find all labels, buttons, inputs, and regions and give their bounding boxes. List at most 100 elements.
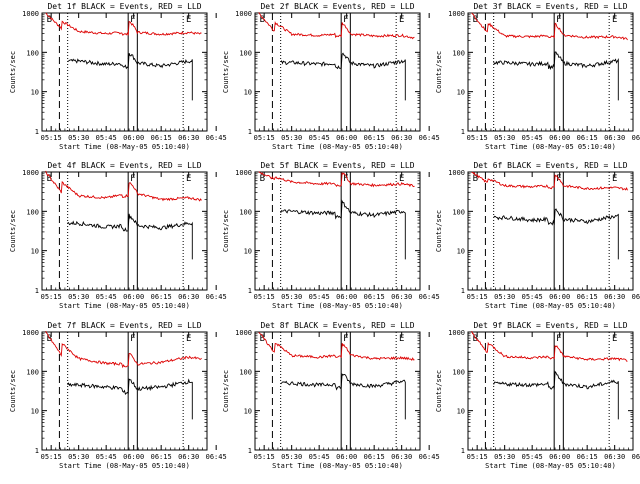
x-tick-label: 05:30 xyxy=(68,134,89,142)
lld-series-line xyxy=(258,171,415,188)
x-tick-label: 06:45 xyxy=(419,134,440,142)
y-tick-label: 1 xyxy=(35,128,39,136)
lld-series-line xyxy=(45,12,202,36)
y-axis-label: Counts/sec xyxy=(435,210,443,252)
x-tick-label: 05:30 xyxy=(494,453,515,461)
x-tick-label: 05:45 xyxy=(522,134,543,142)
x-tick-label: 06:00 xyxy=(123,134,144,142)
y-tick-label: 10 xyxy=(457,89,465,97)
x-tick-label: 05:30 xyxy=(494,293,515,301)
events-series-line xyxy=(67,53,193,101)
x-tick-label: 06:15 xyxy=(364,134,385,142)
events-series-line xyxy=(280,199,406,260)
y-axis-label: Counts/sec xyxy=(435,51,443,93)
x-tick-label: 06:45 xyxy=(206,293,227,301)
event-marker-f: F xyxy=(130,174,135,184)
events-series-line xyxy=(67,378,193,420)
y-tick-label: 1000 xyxy=(235,169,252,177)
x-tick-label: 05:15 xyxy=(254,453,275,461)
event-marker-e: E xyxy=(186,334,191,344)
x-tick-label: 06:30 xyxy=(178,134,199,142)
x-tick-label: 05:30 xyxy=(281,134,302,142)
y-tick-label: 10 xyxy=(457,248,465,256)
y-tick-label: 1 xyxy=(248,128,252,136)
y-axis-label: Counts/sec xyxy=(9,210,17,252)
y-tick-label: 100 xyxy=(452,368,465,376)
panel-title: Det 4f BLACK = Events, RED = LLD xyxy=(47,161,201,170)
x-tick-label: 05:15 xyxy=(254,293,275,301)
x-tick-label: 06:15 xyxy=(364,293,385,301)
panel-title: Det 9f BLACK = Events, RED = LLD xyxy=(473,321,627,330)
event-marker-e: E xyxy=(186,15,191,25)
y-tick-label: 10 xyxy=(244,248,252,256)
x-tick-label: 05:45 xyxy=(522,293,543,301)
y-axis-label: Counts/sec xyxy=(435,370,443,412)
x-tick-label: 05:15 xyxy=(41,134,62,142)
x-tick-label: 06:00 xyxy=(336,453,357,461)
x-tick-label: 05:30 xyxy=(68,453,89,461)
x-tick-label: 06:15 xyxy=(151,453,172,461)
y-tick-label: 1 xyxy=(35,447,39,455)
x-tick-label: 06:15 xyxy=(577,134,598,142)
x-tick-label: 05:30 xyxy=(281,453,302,461)
panel-det-3: Det 3f BLACK = Events, RED = LLD 1 10 100 10… xyxy=(435,2,640,151)
events-series-line xyxy=(493,208,619,260)
y-tick-label: 1000 xyxy=(448,329,465,337)
x-tick-label: 06:30 xyxy=(391,453,412,461)
x-tick-label: 06:45 xyxy=(206,134,227,142)
event-marker-b: B xyxy=(47,174,52,184)
x-tick-label: 06:45 xyxy=(632,293,640,301)
x-tick-label: 05:45 xyxy=(96,453,117,461)
x-tick-label: 06:30 xyxy=(391,293,412,301)
x-axis-label: Start Time (08-May-05 05:10:40) xyxy=(59,462,190,470)
x-tick-label: 06:00 xyxy=(123,453,144,461)
x-tick-label: 06:00 xyxy=(549,453,570,461)
x-axis-label: Start Time (08-May-05 05:10:40) xyxy=(272,302,403,310)
y-tick-label: 100 xyxy=(26,368,39,376)
event-marker-f: F xyxy=(556,15,561,25)
y-axis-label: Counts/sec xyxy=(222,210,230,252)
plot-frame xyxy=(467,171,634,291)
panel-title: Det 7f BLACK = Events, RED = LLD xyxy=(47,321,201,330)
panel-det-4: Det 4f BLACK = Events, RED = LLD 1 10 100 10… xyxy=(9,161,227,310)
y-tick-label: 1 xyxy=(461,128,465,136)
x-tick-label: 06:15 xyxy=(577,453,598,461)
x-tick-label: 06:15 xyxy=(151,293,172,301)
y-tick-label: 100 xyxy=(452,208,465,216)
y-tick-label: 1000 xyxy=(22,329,39,337)
panel-title: Det 8f BLACK = Events, RED = LLD xyxy=(260,321,414,330)
y-tick-label: 10 xyxy=(244,89,252,97)
plot-frame xyxy=(41,12,208,132)
plot-frame xyxy=(254,171,421,291)
y-axis-label: Counts/sec xyxy=(222,51,230,93)
x-tick-label: 06:45 xyxy=(632,453,640,461)
panel-det-8: Det 8f BLACK = Events, RED = LLD 1 10 100 10… xyxy=(222,321,440,470)
x-tick-label: 05:45 xyxy=(96,134,117,142)
y-tick-label: 100 xyxy=(26,208,39,216)
event-marker-f: F xyxy=(343,334,348,344)
panel-det-7: Det 7f BLACK = Events, RED = LLD 1 10 100 10… xyxy=(9,321,227,470)
x-tick-label: 05:15 xyxy=(467,293,488,301)
y-tick-label: 1000 xyxy=(448,10,465,18)
lld-series-line xyxy=(258,331,415,362)
panel-title: Det 5f BLACK = Events, RED = LLD xyxy=(260,161,414,170)
y-tick-label: 10 xyxy=(31,89,39,97)
events-series-line xyxy=(280,373,406,420)
lld-series-line xyxy=(258,12,415,40)
x-tick-label: 05:15 xyxy=(41,293,62,301)
lld-series-line xyxy=(471,330,628,362)
event-marker-b: B xyxy=(260,334,265,344)
y-tick-label: 1 xyxy=(35,287,39,295)
y-tick-label: 10 xyxy=(31,248,39,256)
x-axis-label: Start Time (08-May-05 05:10:40) xyxy=(485,302,616,310)
event-marker-b: B xyxy=(47,15,52,25)
events-series-line xyxy=(67,213,193,260)
y-tick-label: 1000 xyxy=(448,169,465,177)
plot-frame xyxy=(254,12,421,132)
panel-title: Det 6f BLACK = Events, RED = LLD xyxy=(473,161,627,170)
y-tick-label: 10 xyxy=(31,408,39,416)
y-tick-label: 1 xyxy=(248,287,252,295)
x-tick-label: 05:15 xyxy=(467,134,488,142)
lld-series-line xyxy=(471,12,628,41)
